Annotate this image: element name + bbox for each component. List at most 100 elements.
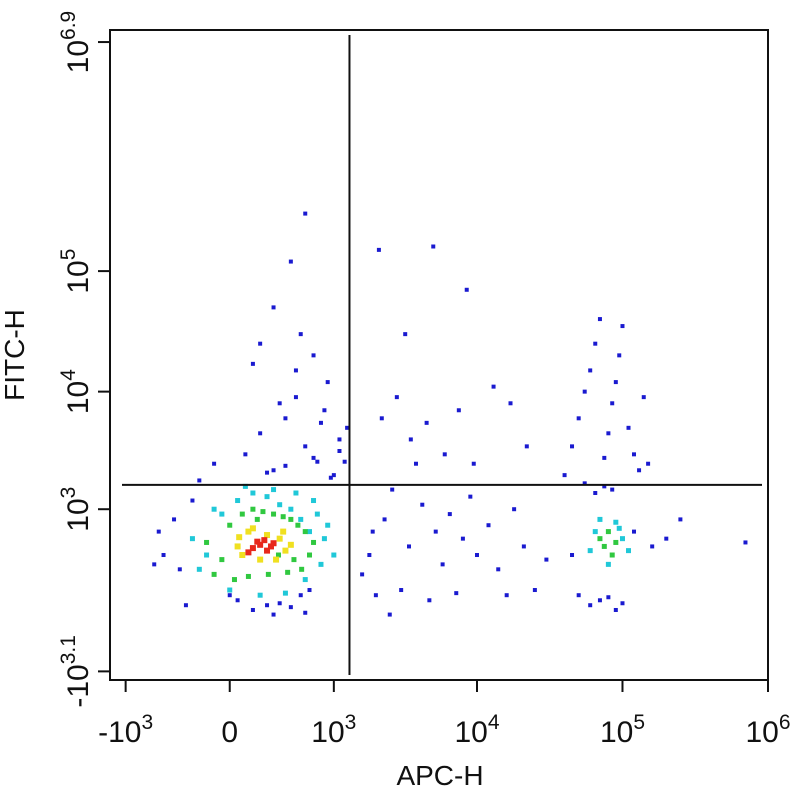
- event-dot: [250, 607, 255, 612]
- event-dot: [288, 506, 294, 512]
- event-dot: [295, 522, 301, 528]
- event-dot: [288, 605, 293, 610]
- event-dot: [271, 511, 277, 517]
- event-dot: [280, 514, 286, 520]
- event-dot: [337, 437, 342, 442]
- event-dot: [532, 588, 537, 593]
- event-dot: [265, 603, 270, 608]
- event-dot: [394, 395, 399, 400]
- event-dot: [189, 536, 195, 542]
- event-dot: [257, 592, 263, 598]
- event-dot: [172, 517, 177, 522]
- event-dot: [245, 573, 251, 579]
- event-dot: [282, 547, 289, 554]
- event-dot: [592, 529, 598, 535]
- event-dot: [582, 389, 587, 394]
- event-dot: [328, 475, 333, 480]
- event-dot: [424, 420, 429, 425]
- y-tick-label: 103: [57, 487, 95, 532]
- event-dot: [587, 548, 593, 554]
- x-tick-label: 104: [454, 711, 499, 749]
- event-dot: [601, 543, 607, 549]
- event-dot: [743, 540, 748, 545]
- event-dot: [288, 259, 293, 264]
- event-dot: [302, 529, 308, 535]
- event-dot: [597, 317, 602, 322]
- event-dot: [602, 484, 607, 489]
- event-dot: [265, 571, 271, 577]
- event-dot: [512, 507, 517, 512]
- x-tick-label: 0: [221, 716, 238, 749]
- event-dot: [431, 244, 436, 249]
- event-dot: [486, 523, 491, 528]
- event-dot: [597, 536, 603, 542]
- event-dot: [212, 461, 217, 466]
- event-dot: [605, 561, 611, 567]
- event-dot: [303, 610, 308, 615]
- event-dot: [582, 481, 587, 486]
- event-dot: [285, 569, 291, 575]
- event-dot: [460, 536, 465, 541]
- event-dot: [504, 593, 509, 598]
- event-dot: [440, 562, 445, 567]
- x-tick-label: 103: [311, 711, 356, 749]
- event-dot: [524, 444, 529, 449]
- event-dot: [376, 247, 381, 252]
- event-dot: [234, 543, 241, 550]
- event-dot: [626, 548, 632, 554]
- event-dot: [254, 516, 260, 522]
- event-dot: [250, 490, 256, 496]
- event-dot: [370, 529, 375, 534]
- event-dot: [403, 332, 408, 337]
- event-dot: [211, 506, 217, 512]
- event-dot: [626, 425, 631, 430]
- plot-frame: [109, 29, 769, 681]
- event-dot: [474, 553, 479, 558]
- event-dot: [271, 612, 276, 617]
- event-dot: [321, 536, 327, 542]
- event-dot: [318, 561, 324, 567]
- event-dot: [576, 593, 581, 598]
- event-dot: [235, 598, 240, 603]
- event-dot: [427, 598, 432, 603]
- event-dot: [678, 517, 683, 522]
- event-dot: [257, 556, 264, 563]
- event-dot: [283, 463, 288, 468]
- event-dot: [152, 562, 157, 567]
- event-dot: [298, 516, 304, 522]
- event-dot: [280, 528, 287, 535]
- event-dot: [311, 353, 316, 358]
- event-dot: [271, 468, 276, 473]
- event-dot: [454, 591, 459, 596]
- event-dot: [616, 525, 622, 531]
- y-axis-label: FITC-H: [0, 309, 30, 401]
- event-dot: [570, 444, 575, 449]
- event-dot: [420, 502, 425, 507]
- event-dot: [609, 552, 615, 558]
- event-dot: [619, 536, 625, 542]
- event-dot: [322, 408, 327, 413]
- x-tick-label: -103: [98, 711, 153, 749]
- event-dot: [447, 512, 452, 517]
- event-dot: [258, 431, 263, 436]
- event-dot: [325, 380, 330, 385]
- event-dot: [456, 408, 461, 413]
- event-dot: [161, 553, 166, 558]
- event-dot: [235, 498, 241, 504]
- event-dot: [227, 593, 232, 598]
- event-dot: [562, 473, 567, 478]
- event-dot: [632, 529, 637, 534]
- event-dot: [307, 552, 313, 558]
- event-dot: [299, 566, 305, 572]
- event-dot: [468, 494, 473, 499]
- event-dot: [260, 509, 266, 515]
- event-dot: [576, 416, 581, 421]
- event-dot: [287, 541, 294, 548]
- event-dot: [270, 540, 277, 547]
- event-dot: [311, 455, 316, 460]
- event-dot: [264, 532, 271, 539]
- event-dot: [197, 478, 202, 483]
- event-dot: [190, 498, 195, 503]
- event-dot: [597, 516, 603, 522]
- event-dot: [177, 567, 182, 572]
